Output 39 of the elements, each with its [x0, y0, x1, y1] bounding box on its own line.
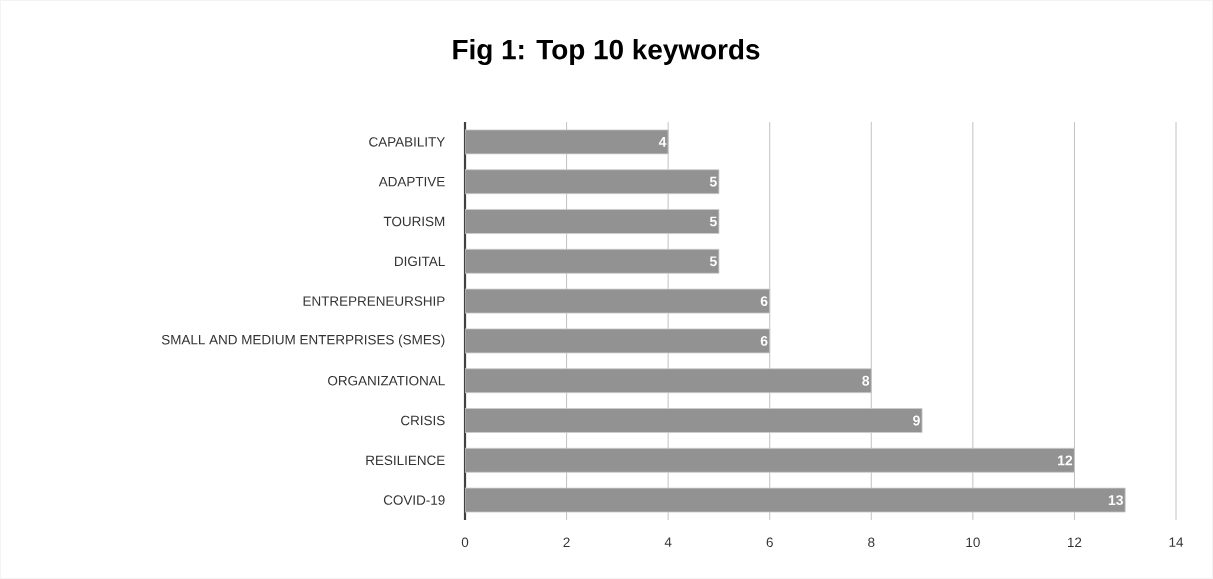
y-tick-label: COVID-19	[383, 495, 445, 505]
x-tick-label: 0	[461, 537, 469, 548]
bar	[465, 328, 771, 354]
bar	[465, 129, 669, 155]
bar	[465, 248, 720, 274]
bar	[465, 447, 1075, 473]
x-tick-label: 6	[766, 537, 773, 548]
data-label: 4	[658, 137, 667, 147]
y-tick-label: ADAPTIVE	[378, 177, 445, 187]
data-label: 5	[709, 216, 717, 227]
y-tick-label: ENTREPRENEURSHIP	[303, 296, 445, 306]
y-tick-label: ORGANIZATIONAL	[328, 375, 445, 386]
data-label: 9	[913, 415, 920, 426]
bar	[465, 408, 923, 433]
bar	[465, 169, 720, 195]
y-tick-label: SMALL AND MEDIUM ENTERPRISES (SMES)	[161, 334, 445, 348]
data-label: 13	[1108, 495, 1123, 506]
x-tick-label: 8	[868, 537, 875, 548]
y-tick-label: CRISIS	[401, 415, 445, 426]
x-tick-label: 10	[966, 537, 980, 548]
x-tick-label: 12	[1067, 537, 1082, 547]
data-label: 6	[760, 296, 768, 307]
y-tick-label: DIGITAL	[395, 256, 445, 267]
y-tick-label: RESILIENCE	[366, 455, 445, 466]
chart-title: Fig 1: Top 10 keywords	[453, 38, 760, 66]
data-label: 12	[1058, 455, 1073, 466]
y-tick-label: CAPABILITY	[369, 137, 445, 147]
data-label: 8	[862, 375, 870, 386]
bar	[465, 487, 1126, 513]
bar	[465, 288, 771, 314]
bar	[465, 209, 720, 234]
x-tick-label: 14	[1169, 537, 1184, 547]
y-tick-label: TOURISM	[383, 216, 445, 227]
x-tick-label: 2	[563, 537, 570, 547]
data-label: 5	[709, 256, 717, 267]
data-label: 6	[760, 335, 768, 346]
data-label: 5	[709, 176, 717, 187]
x-tick-label: 4	[664, 537, 672, 547]
bar	[465, 368, 872, 394]
